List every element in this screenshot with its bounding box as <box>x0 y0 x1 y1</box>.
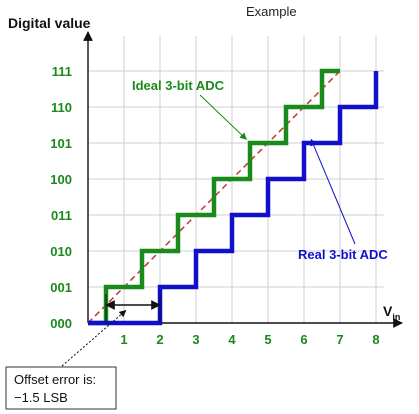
x-tick-label-1: 1 <box>120 332 127 347</box>
y-tick-label-111: 111 <box>52 64 72 79</box>
y-tick-label-110: 110 <box>51 100 72 115</box>
ideal-adc-label: Ideal 3-bit ADC <box>132 78 225 93</box>
series-real-3-bit-adc <box>88 71 379 326</box>
y-tick-label-100: 100 <box>50 172 72 187</box>
y-tick-label-001: 001 <box>50 280 72 295</box>
y-tick-label-101: 101 <box>50 136 72 151</box>
x-tick-label-4: 4 <box>228 332 236 347</box>
ideal-label-pointer <box>199 94 247 140</box>
axes: 1 2 3 4 5 6 7 8 000 001 010 011 100 101 110 111 <box>50 31 403 347</box>
annotation-layer <box>61 94 356 367</box>
series-layer <box>87 68 379 326</box>
offset-error-line2: −1.5 LSB <box>14 390 68 405</box>
offset-error-box <box>5 366 117 410</box>
x-tick-label-8: 8 <box>372 332 379 347</box>
x-tick-label-7: 7 <box>336 332 343 347</box>
real-adc-label: Real 3-bit ADC <box>298 247 388 262</box>
y-tick-label-011: 011 <box>51 208 72 223</box>
series-ideal-3-bit-adc <box>88 68 340 326</box>
chart-title: Example <box>246 4 297 19</box>
x-tick-label-5: 5 <box>264 332 271 347</box>
x-axis-label-sub: in <box>392 312 400 322</box>
x-axis-label-main: V <box>383 303 393 319</box>
x-tick-label-6: 6 <box>300 332 307 347</box>
x-tick-label-3: 3 <box>192 332 199 347</box>
real-label-pointer <box>310 138 356 245</box>
x-axis-label: Vin <box>383 303 400 322</box>
x-tick-label-2: 2 <box>156 332 163 347</box>
offset-error-line1: Offset error is: <box>14 372 96 387</box>
y-tick-label-010: 010 <box>50 244 72 259</box>
y-axis-label: Digital value <box>8 15 91 31</box>
y-tick-label-000: 000 <box>50 316 72 331</box>
